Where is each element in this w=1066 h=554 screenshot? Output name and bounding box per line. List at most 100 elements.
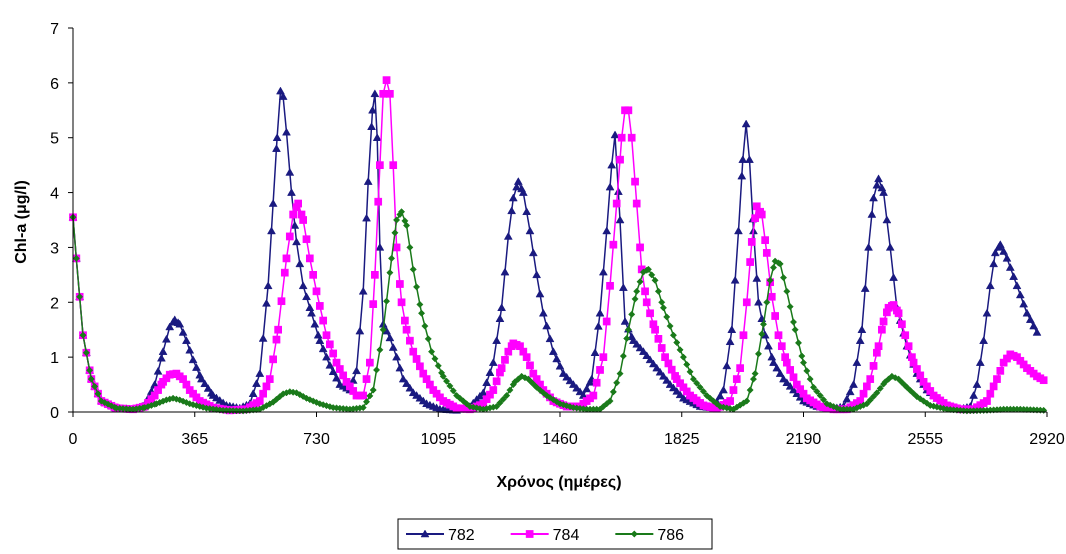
data-point-786 bbox=[769, 263, 778, 272]
legend: 782 784 786 bbox=[397, 518, 713, 550]
data-point-786 bbox=[659, 304, 667, 312]
data-point-782 bbox=[153, 366, 163, 375]
data-point-786 bbox=[376, 346, 384, 354]
data-point-784 bbox=[397, 298, 406, 307]
data-point-786 bbox=[82, 349, 90, 357]
data-point-782 bbox=[568, 380, 578, 388]
data-point-782 bbox=[268, 199, 278, 207]
data-point-782 bbox=[607, 160, 617, 169]
data-point-784 bbox=[322, 331, 331, 340]
data-point-786 bbox=[876, 384, 884, 392]
data-point-786 bbox=[104, 400, 112, 408]
data-point-784 bbox=[624, 106, 633, 115]
data-point-784 bbox=[492, 377, 501, 386]
data-point-782 bbox=[860, 284, 870, 292]
data-point-782 bbox=[620, 316, 630, 325]
legend-box bbox=[397, 518, 713, 550]
data-point-782 bbox=[975, 358, 985, 366]
data-point-782 bbox=[672, 386, 682, 395]
data-point-784 bbox=[894, 309, 903, 318]
data-point-786 bbox=[743, 397, 751, 405]
data-point-786 bbox=[766, 276, 774, 284]
data-point-782 bbox=[565, 376, 575, 385]
data-point-784 bbox=[382, 76, 391, 84]
data-point-782 bbox=[542, 321, 552, 330]
data-point-784 bbox=[302, 235, 311, 244]
data-point-782 bbox=[792, 389, 802, 397]
data-point-786 bbox=[398, 208, 406, 216]
data-point-786 bbox=[666, 322, 674, 330]
legend-marker bbox=[630, 530, 638, 538]
x-tick-label: 0 bbox=[69, 431, 78, 448]
data-point-782 bbox=[737, 171, 747, 180]
data-point-782 bbox=[1015, 290, 1025, 299]
data-point-782 bbox=[295, 259, 305, 268]
data-point-784 bbox=[869, 362, 878, 370]
data-point-784 bbox=[873, 348, 881, 357]
data-point-786 bbox=[79, 331, 87, 339]
data-point-786 bbox=[713, 400, 721, 408]
data-point-782 bbox=[203, 383, 213, 392]
data-point-784 bbox=[757, 210, 766, 219]
data-point-782 bbox=[562, 372, 572, 381]
data-point-782 bbox=[668, 383, 678, 392]
data-point-782 bbox=[375, 242, 385, 251]
data-point-782 bbox=[200, 379, 210, 388]
data-point-782 bbox=[719, 385, 728, 394]
data-point-784 bbox=[863, 382, 871, 391]
data-point-784 bbox=[369, 300, 378, 308]
data-point-786 bbox=[749, 375, 758, 383]
data-point-782 bbox=[1009, 272, 1019, 280]
data-point-784 bbox=[983, 397, 991, 405]
data-point-782 bbox=[352, 366, 361, 375]
data-point-784 bbox=[989, 382, 998, 391]
data-point-782 bbox=[882, 215, 892, 224]
data-point-786 bbox=[439, 372, 447, 380]
data-point-786 bbox=[553, 398, 561, 406]
data-point-782 bbox=[325, 360, 335, 369]
legend-label: 786 bbox=[657, 527, 684, 544]
data-point-782 bbox=[752, 274, 762, 282]
series-782 bbox=[68, 86, 1042, 414]
data-point-782 bbox=[872, 180, 882, 189]
data-point-784 bbox=[329, 349, 338, 358]
data-point-786 bbox=[503, 391, 511, 400]
data-point-782 bbox=[388, 343, 398, 351]
data-point-782 bbox=[478, 388, 488, 397]
data-point-784 bbox=[747, 238, 756, 246]
data-point-786 bbox=[833, 404, 841, 412]
legend-item-782: 782 bbox=[406, 527, 475, 544]
data-point-784 bbox=[269, 355, 277, 364]
data-point-782 bbox=[874, 174, 883, 183]
data-point-784 bbox=[489, 386, 498, 394]
data-point-782 bbox=[864, 242, 873, 251]
data-point-784 bbox=[277, 297, 286, 306]
data-point-784 bbox=[282, 254, 291, 263]
data-point-784 bbox=[878, 325, 886, 334]
data-point-786 bbox=[813, 387, 821, 395]
data-point-784 bbox=[736, 364, 744, 372]
data-point-784 bbox=[416, 362, 424, 371]
data-point-784 bbox=[366, 358, 374, 367]
data-point-784 bbox=[319, 316, 328, 325]
data-point-784 bbox=[409, 347, 418, 356]
data-point-782 bbox=[658, 371, 668, 380]
data-point-786 bbox=[359, 404, 367, 412]
data-point-784 bbox=[309, 271, 318, 279]
data-point-784 bbox=[412, 355, 421, 363]
series-786 bbox=[69, 208, 1048, 415]
data-point-784 bbox=[389, 161, 398, 169]
data-point-782 bbox=[513, 177, 523, 185]
data-point-786 bbox=[754, 350, 763, 358]
data-point-782 bbox=[767, 352, 777, 361]
data-point-786 bbox=[759, 320, 768, 328]
y-tick-label: 2 bbox=[50, 295, 59, 312]
data-point-782 bbox=[482, 378, 492, 386]
data-point-782 bbox=[248, 389, 258, 397]
data-point-784 bbox=[627, 133, 636, 142]
data-point-786 bbox=[434, 362, 442, 370]
data-point-782 bbox=[738, 155, 748, 163]
data-point-782 bbox=[855, 336, 865, 344]
data-point-784 bbox=[612, 199, 621, 208]
data-point-782 bbox=[575, 387, 585, 396]
